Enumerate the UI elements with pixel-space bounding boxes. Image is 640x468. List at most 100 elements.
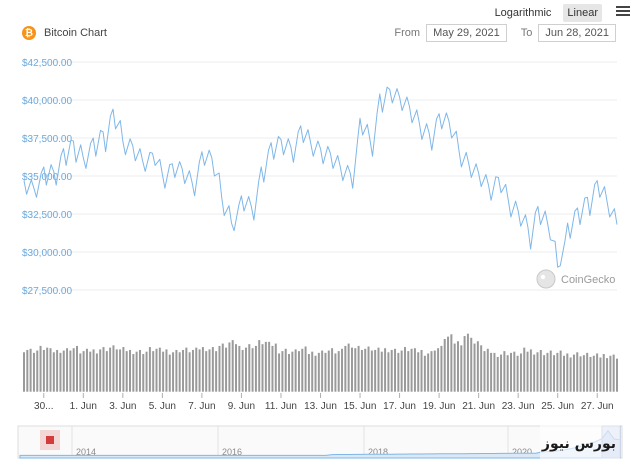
volume-bar: [280, 350, 285, 393]
volume-bar: [48, 347, 53, 393]
volume-bar: [419, 349, 424, 393]
x-tick-label: 5. Jun: [149, 401, 176, 412]
volume-bar: [35, 349, 39, 393]
volume-bar: [144, 351, 149, 393]
volume-bar: [125, 350, 129, 393]
x-tick-label: 9. Jun: [228, 401, 255, 412]
volume-bar: [413, 347, 417, 393]
x-tick-label: 25. Jun: [541, 401, 574, 412]
volume-bar: [267, 341, 271, 393]
x-tick-label: 30...: [34, 401, 53, 412]
volume-bar: [333, 352, 338, 393]
volume-bar: [287, 353, 291, 393]
y-tick-label: $35,000.00: [22, 172, 72, 183]
volume-bar: [426, 352, 430, 393]
volume-bar: [323, 352, 328, 393]
volume-bar: [121, 346, 125, 393]
volume-bar: [62, 349, 66, 393]
volume-bar: [297, 350, 301, 393]
volume-bar: [575, 351, 579, 393]
from-label: From: [394, 27, 421, 39]
volume-bar: [608, 355, 612, 393]
volume-bar: [95, 352, 99, 393]
volume-bar: [65, 347, 69, 393]
volume-bar: [128, 349, 132, 393]
volume-bar: [168, 353, 172, 393]
volume-bar: [443, 338, 447, 393]
volume-bar: [516, 355, 520, 393]
volume-bar: [231, 339, 235, 393]
volume-bar: [512, 351, 516, 393]
y-tick-label: $37,500.00: [22, 134, 72, 145]
volume-bar: [356, 345, 361, 393]
volume-bar: [244, 347, 248, 393]
volume-bar: [237, 345, 241, 393]
volume-bar: [509, 352, 513, 393]
price-line: [23, 86, 618, 268]
volume-bar: [502, 350, 506, 393]
volume-bar: [254, 345, 258, 393]
volume-bar: [105, 350, 109, 393]
hamburger-menu-icon[interactable]: [616, 6, 630, 16]
volume-bar: [201, 346, 205, 393]
volume-bar: [496, 356, 500, 393]
volume-bar: [188, 351, 192, 393]
volume-bar: [197, 348, 202, 393]
volume-bar: [535, 351, 540, 393]
x-tick-label: 21. Jun: [462, 401, 495, 412]
volume-bar: [274, 342, 278, 393]
volume-bar: [463, 335, 467, 393]
volume-bar: [310, 351, 314, 393]
volume-bar: [25, 349, 29, 393]
volume-bar: [439, 345, 444, 393]
volume-bar: [366, 345, 371, 393]
volume-bar: [85, 348, 89, 393]
volume-bar: [380, 351, 384, 393]
volume-bar: [72, 347, 76, 393]
volume-bar: [486, 348, 490, 393]
coingecko-logo: CoinGecko: [536, 269, 615, 289]
volume-bar: [549, 349, 553, 393]
from-date-input[interactable]: May 29, 2021: [426, 24, 507, 42]
volume-bar: [532, 353, 536, 393]
volume-bar: [303, 345, 308, 393]
volume-bar: [270, 345, 275, 393]
volume-bar: [569, 356, 573, 393]
volume-bar: [161, 351, 165, 393]
volume-bar: [241, 349, 245, 393]
navigator-year-label: 2018: [368, 447, 388, 457]
bitcoin-price-chart[interactable]: $42,500.00 $40,000.00 $37,500.00 $35,000.00…: [0, 50, 640, 468]
volume-bar: [565, 352, 569, 393]
volume-bar: [217, 345, 222, 393]
volume-bar: [224, 347, 228, 393]
navigator-logo-mark: [46, 436, 54, 444]
volume-bar: [489, 352, 493, 393]
coingecko-eye: [540, 274, 546, 280]
volume-bar: [184, 347, 188, 393]
y-tick-label: $42,500.00: [22, 58, 72, 69]
x-tick-label: 3. Jun: [109, 401, 136, 412]
volume-bar: [294, 348, 298, 393]
coingecko-icon: [536, 269, 556, 289]
volume-bar: [376, 347, 381, 393]
volume-bar: [82, 350, 86, 393]
to-date-input[interactable]: Jun 28, 2021: [538, 24, 616, 42]
volume-bar: [476, 340, 480, 393]
volume-bar: [247, 343, 251, 393]
logarithmic-button[interactable]: Logarithmic: [494, 7, 552, 19]
volume-bar: [572, 353, 576, 393]
volume-bar: [52, 351, 56, 393]
volume-bar: [98, 348, 102, 393]
x-tick-label: 1. Jun: [70, 401, 97, 412]
linear-button[interactable]: Linear: [563, 4, 602, 22]
volume-bar: [612, 353, 616, 393]
volume-bar: [42, 349, 46, 393]
volume-bar: [396, 352, 400, 393]
navigator[interactable]: 2014 2016 2018 2020: [17, 425, 623, 459]
volume-bar: [400, 349, 404, 393]
volume-bar: [327, 349, 331, 393]
navigator-year-label: 2014: [76, 447, 96, 457]
volume-bar: [578, 355, 583, 393]
volume-bar: [522, 347, 526, 393]
volume-bar: [154, 348, 159, 393]
